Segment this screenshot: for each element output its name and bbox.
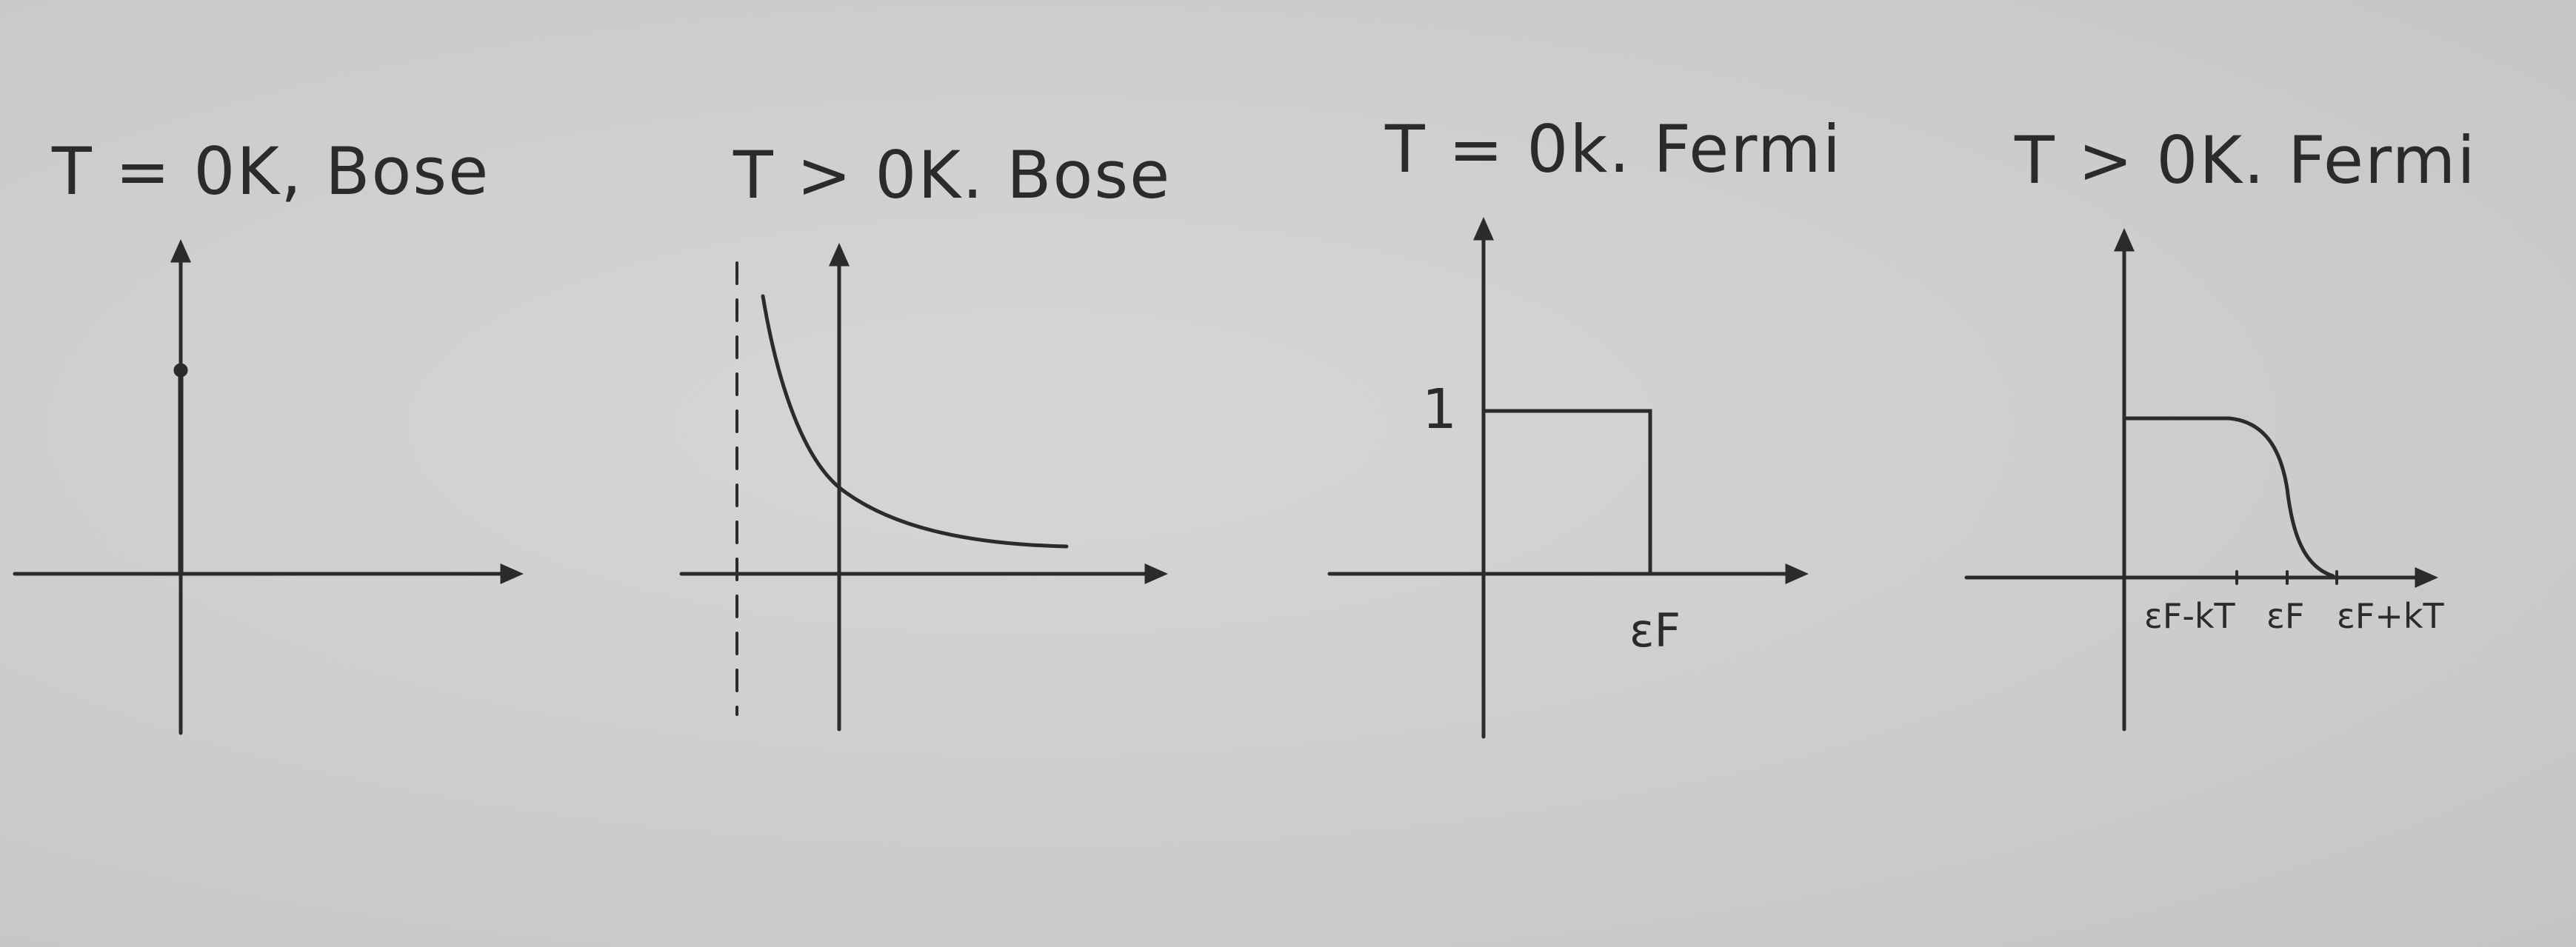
fermi-zero-y-tick-1: 1 [1422, 378, 1458, 441]
panel-title-fermi-zero: T = 0k. Fermi [1385, 111, 1843, 187]
fermi-positive-x-tick-ef-minus-kt: εF-kT [2144, 596, 2235, 636]
panel-bose-positive [679, 243, 1168, 732]
fermi-zero-step [1481, 409, 1652, 576]
panel-title-bose-zero: T = 0K, Bose [52, 133, 490, 210]
panel-title-bose-positive: T > 0K. Bose [733, 137, 1172, 213]
panel-fermi-positive [1964, 228, 2438, 732]
fermi-positive-x-tick-ef: εF [2266, 596, 2305, 636]
fermi-positive-x-tick-ef-plus-kt: εF+kT [2337, 596, 2444, 636]
panel-fermi-zero [1327, 217, 1809, 739]
fermi-zero-x-tick-ef: εF [1629, 603, 1681, 657]
fermi-positive-curve [2122, 416, 2335, 578]
panel-title-fermi-positive: T > 0K. Fermi [2015, 122, 2477, 198]
panel-bose-zero [13, 239, 524, 735]
bose-positive-curve [761, 294, 1069, 549]
bose-zero-spike-dot [173, 363, 188, 378]
